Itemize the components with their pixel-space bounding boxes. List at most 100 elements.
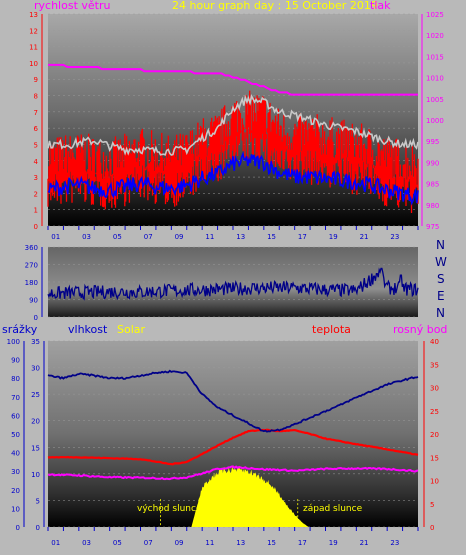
y-tick-temp: 15 [430,454,439,462]
y-tick-direction: 90 [29,297,38,305]
y-tick-wind: 4 [34,158,39,166]
y-tick-rain: 50 [11,431,20,439]
y-tick-wind: 7 [34,109,38,117]
y-tick-temp: 40 [430,338,439,346]
y-tick-rain: 90 [11,357,20,365]
direction-letter-e: E [437,289,445,303]
y-tick-rain: 80 [11,375,20,383]
y-tick-temp: 30 [430,385,439,393]
y-tick-direction: 180 [25,279,38,287]
y-tick-temp: 0 [430,524,434,532]
direction-letter-n: N [436,238,445,252]
y-tick-direction: 270 [25,262,38,270]
humidity-label: vlhkost [68,323,108,336]
series-lines [47,63,419,527]
x-tick-label: 19 [329,539,338,547]
dewpoint-series [47,465,419,481]
x-tick-label: 07 [144,539,153,547]
y2-tick-pressure: 975 [426,223,439,231]
pressure-series [48,63,418,96]
x-tick-label: 07 [144,233,153,241]
y-tick-wind: 11 [29,44,38,52]
y-tick-rain: 20 [11,487,20,495]
x-tick-label: 21 [360,233,369,241]
x-tick-label: 09 [175,233,184,241]
sunset-label: západ slunce [303,504,363,514]
solar-series [191,466,309,527]
y-tick-wind: 13 [29,11,38,19]
y-tick-wind: 10 [29,60,38,68]
x-tick-label: 11 [205,539,214,547]
y-tick-humidity: 0 [36,524,40,532]
x-tick-label: 21 [360,539,369,547]
x-tick-label: 19 [329,233,338,241]
y-tick-humidity: 20 [31,418,40,426]
x-tick-label: 03 [82,539,91,547]
direction-letter-w: W [435,255,447,269]
x-tick-label: 01 [51,539,60,547]
y-tick-temp: 35 [430,361,439,369]
y-tick-wind: 0 [34,223,38,231]
y-tick-wind: 12 [29,27,38,35]
temperature-series [47,428,419,466]
wind-gust-series [47,90,419,213]
x-tick-label: 05 [113,233,122,241]
y-tick-humidity: 15 [31,444,40,452]
y-tick-humidity: 25 [31,391,40,399]
x-tick-label: 17 [298,233,307,241]
y2-tick-pressure: 1025 [426,11,444,19]
y-tick-wind: 2 [34,190,38,198]
pressure-label: tlak [370,0,391,12]
y-tick-temp: 10 [430,478,439,486]
y2-tick-pressure: 995 [426,138,439,146]
y2-tick-pressure: 1015 [426,53,444,61]
y-tick-direction: 0 [34,314,38,322]
x-tick-label: 13 [236,233,245,241]
y-tick-rain: 30 [11,468,20,476]
y-tick-wind: 8 [34,93,38,101]
y-tick-humidity: 10 [31,471,40,479]
y-tick-rain: 10 [11,505,20,513]
y2-tick-pressure: 985 [426,181,439,189]
y-tick-temp: 20 [430,431,439,439]
y-tick-rain: 70 [11,394,20,402]
direction-letter-s: S [437,272,445,286]
y-tick-humidity: 30 [31,365,40,373]
x-tick-label: 13 [236,539,245,547]
rain-label: srážky [2,323,38,336]
solar-label: Solar [117,323,146,336]
temperature-label: teplota [312,323,351,336]
y-tick-rain: 60 [11,412,20,420]
y-tick-wind: 3 [34,174,38,182]
y2-tick-pressure: 990 [426,159,439,167]
direction-letter-n2: N [436,306,445,320]
y-tick-rain: 0 [16,524,20,532]
y2-tick-pressure: 1010 [426,75,444,83]
axes: 0123456789101112139759809859909951000100… [7,11,444,547]
x-tick-label: 03 [82,233,91,241]
y2-tick-pressure: 1005 [426,96,444,104]
wind-max-series [47,94,419,156]
sunrise-label: východ slunce [137,504,202,514]
y-tick-temp: 25 [430,408,439,416]
y2-tick-pressure: 1020 [426,32,444,40]
y-tick-rain: 100 [7,338,20,346]
wind-average-series [47,151,419,206]
y2-tick-pressure: 980 [426,202,439,210]
y-tick-wind: 9 [34,76,38,84]
x-tick-label: 15 [267,539,276,547]
y-tick-rain: 40 [11,450,20,458]
x-tick-label: 01 [51,233,60,241]
x-tick-label: 17 [298,539,307,547]
y-tick-humidity: 35 [31,338,40,346]
y-tick-wind: 5 [34,141,38,149]
x-tick-label: 11 [205,233,214,241]
y-tick-humidity: 5 [36,497,40,505]
y-tick-wind: 1 [34,207,38,215]
dewpoint-label: rosný bod [393,323,447,336]
x-tick-label: 05 [113,539,122,547]
wind-direction-series [47,267,419,301]
x-tick-label: 09 [175,539,184,547]
